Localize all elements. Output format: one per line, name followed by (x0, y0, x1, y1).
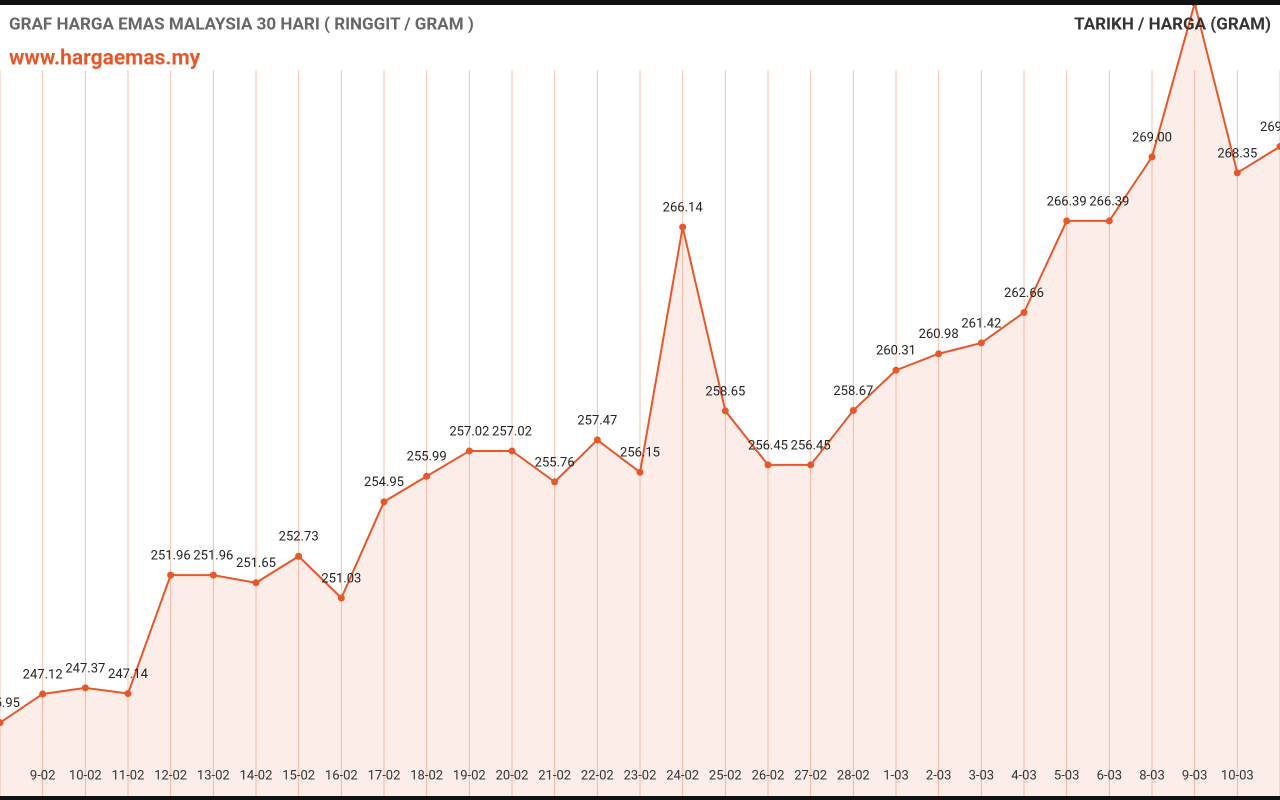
point (1063, 217, 1071, 225)
point (1148, 153, 1156, 161)
point (764, 461, 772, 469)
area (0, 3, 1280, 796)
x-tick-label: 18-02 (410, 768, 443, 783)
point (1276, 143, 1280, 151)
point (423, 472, 431, 480)
x-tick-label: 10-02 (69, 768, 102, 783)
x-tick-label: 19-02 (453, 768, 486, 783)
x-tick-label: 22-02 (581, 768, 614, 783)
point (167, 571, 175, 579)
point (39, 690, 47, 698)
value-label: 268.35 (1217, 146, 1257, 161)
value-label: 257.02 (449, 424, 489, 439)
value-label: 261.42 (961, 316, 1001, 331)
x-tick-label: 2-03 (926, 768, 952, 783)
x-tick-label: 17-02 (368, 768, 401, 783)
x-tick-label: 27-02 (794, 768, 827, 783)
point (209, 571, 217, 579)
x-tick-label: 26-02 (752, 768, 785, 783)
bottom-bar (0, 796, 1280, 800)
point (124, 689, 132, 697)
chart-subtitle: www.hargaemas.my (9, 47, 201, 71)
value-label: 252.73 (279, 530, 319, 545)
value-label: 251.03 (321, 571, 361, 586)
point (807, 461, 815, 469)
chart-title: GRAF HARGA EMAS MALAYSIA 30 HARI ( RINGG… (9, 14, 474, 34)
x-tick-label: 9-02 (30, 768, 56, 783)
x-tick-label: 5-03 (1054, 768, 1080, 783)
value-label: 247.37 (65, 661, 105, 676)
point (892, 366, 900, 374)
value-label: 247.14 (108, 667, 149, 682)
point (1233, 169, 1241, 177)
point (508, 447, 516, 455)
x-tick-label: 12-02 (154, 768, 187, 783)
point (551, 478, 559, 486)
x-tick-label: 21-02 (538, 768, 571, 783)
x-tick-label: 9-03 (1182, 768, 1208, 783)
value-label: 257.47 (577, 413, 617, 428)
point (380, 498, 388, 506)
x-tick-label: 10-03 (1221, 768, 1254, 783)
value-label: 251.65 (236, 556, 276, 571)
value-label: 266.39 (1047, 194, 1087, 209)
value-label: 256.45 (791, 438, 831, 453)
x-tick-label: 11-02 (112, 768, 145, 783)
point (977, 339, 985, 347)
value-label: 258.65 (705, 384, 745, 399)
value-label: 255.99 (407, 450, 447, 465)
x-tick-label: 24-02 (666, 768, 699, 783)
value-label: 247.12 (23, 667, 63, 682)
point (849, 406, 857, 414)
x-tick-label: 13-02 (197, 768, 230, 783)
value-label: 269.42 (1260, 120, 1280, 135)
value-label: 258.67 (833, 384, 873, 399)
point (295, 552, 303, 560)
x-tick-label: 23-02 (624, 768, 657, 783)
x-tick-label: 20-02 (496, 768, 529, 783)
value-label: 260.98 (919, 327, 959, 342)
value-label: 266.39 (1089, 194, 1129, 209)
value-label: 269.00 (1132, 130, 1172, 145)
value-label: 251.96 (151, 549, 191, 564)
x-tick-label: 25-02 (709, 768, 742, 783)
x-tick-label: 6-03 (1097, 768, 1123, 783)
value-label: 262.66 (1004, 286, 1044, 301)
point (1105, 217, 1113, 225)
value-label: 251.96 (193, 549, 233, 564)
x-tick-label: 16-02 (325, 768, 358, 783)
point (721, 407, 729, 415)
x-tick-label: 1-03 (883, 768, 909, 783)
x-tick-label: 4-03 (1011, 768, 1037, 783)
point (81, 684, 89, 692)
value-label: 256.45 (748, 438, 788, 453)
x-tick-label: 8-03 (1139, 768, 1165, 783)
value-label: 260.31 (876, 344, 916, 359)
x-tick-label: 3-03 (969, 768, 995, 783)
point (1020, 308, 1028, 316)
point (337, 594, 345, 602)
value-label: 256.15 (620, 446, 660, 461)
point (465, 447, 473, 455)
value-label: 255.76 (535, 455, 575, 470)
top-bar (0, 0, 1280, 5)
value-label: 266.14 (663, 201, 704, 216)
x-tick-label: 28-02 (837, 768, 870, 783)
legend-title: TARIKH / HARGA (GRAM) (1074, 14, 1271, 34)
point (679, 223, 687, 231)
point (935, 350, 943, 358)
value-label: 245.95 (0, 696, 20, 711)
value-label: 257.02 (492, 424, 532, 439)
x-tick-label: 15-02 (282, 768, 315, 783)
point (593, 436, 601, 444)
point (0, 719, 4, 727)
x-tick-label: 14-02 (240, 768, 273, 783)
point (636, 468, 644, 476)
value-label: 254.95 (364, 475, 404, 490)
point (252, 579, 260, 587)
